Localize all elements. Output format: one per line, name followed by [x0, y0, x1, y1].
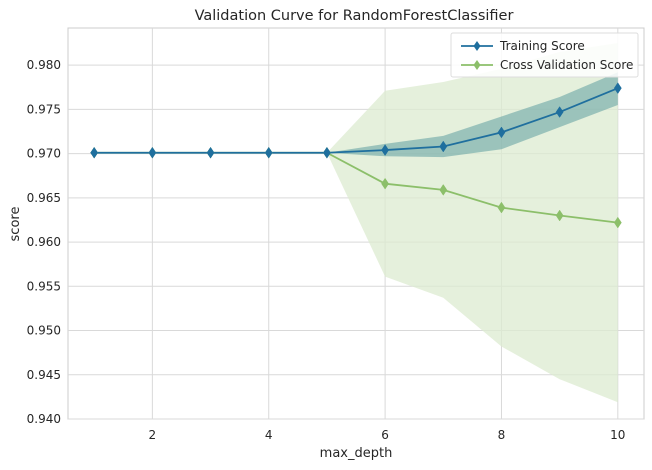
plot-area — [67, 27, 645, 420]
training-score-line — [94, 87, 619, 154]
y-axis-ticks: 0.940 0.945 0.950 0.955 0.960 0.965 0.970 0.975… — [27, 58, 61, 426]
cross-validation-score-point — [497, 201, 506, 214]
series-markers — [90, 82, 622, 229]
legend-swatch-marker — [473, 60, 481, 70]
legend-swatch-marker — [473, 41, 481, 51]
x-axis-label: max_depth — [320, 446, 393, 461]
legend-label: Cross Validation Score — [500, 58, 633, 72]
cross-validation-score-point — [613, 216, 622, 229]
cross-validation-score-point — [439, 184, 448, 196]
legend-item-training-score: Training Score — [461, 39, 585, 53]
y-tick-label: 0.975 — [27, 102, 61, 116]
x-tick-label: 4 — [265, 428, 273, 442]
x-tick-label: 8 — [498, 428, 506, 442]
legend-box — [450, 32, 639, 78]
training-score-point — [381, 144, 389, 156]
x-tick-label: 2 — [149, 428, 157, 442]
series-lines — [94, 87, 619, 224]
training-score-point — [323, 146, 331, 159]
legend-item-cross-validation-score: Cross Validation Score — [461, 58, 633, 72]
x-axis-ticks: 2 4 6 8 10 — [149, 428, 626, 442]
legend-label: Training Score — [499, 39, 585, 53]
training-score-point — [264, 146, 273, 159]
y-tick-label: 0.940 — [27, 412, 61, 426]
training-score-point — [90, 146, 99, 159]
training-score-point — [613, 82, 622, 95]
y-tick-label: 0.945 — [27, 368, 61, 382]
y-tick-label: 0.955 — [27, 279, 61, 293]
y-tick-label: 0.965 — [27, 191, 61, 205]
y-tick-label: 0.980 — [27, 58, 61, 72]
cross-validation-score-point — [381, 177, 389, 190]
y-tick-label: 0.970 — [27, 147, 61, 161]
y-tick-label: 0.950 — [27, 324, 61, 338]
cross-validation-score-point — [555, 209, 564, 222]
x-tick-label: 10 — [610, 428, 625, 442]
training-score-point — [555, 106, 564, 118]
training-score-point — [439, 140, 448, 153]
y-tick-label: 0.960 — [27, 235, 61, 249]
y-axis-label: score — [8, 207, 23, 242]
x-tick-label: 6 — [381, 428, 389, 442]
training-score-point — [148, 146, 157, 159]
chart-title: Validation Curve for RandomForestClassif… — [195, 8, 514, 24]
training-score-point — [206, 146, 215, 159]
legend: Training Score Cross Validation Score — [450, 32, 639, 78]
training-score-point — [497, 126, 506, 139]
